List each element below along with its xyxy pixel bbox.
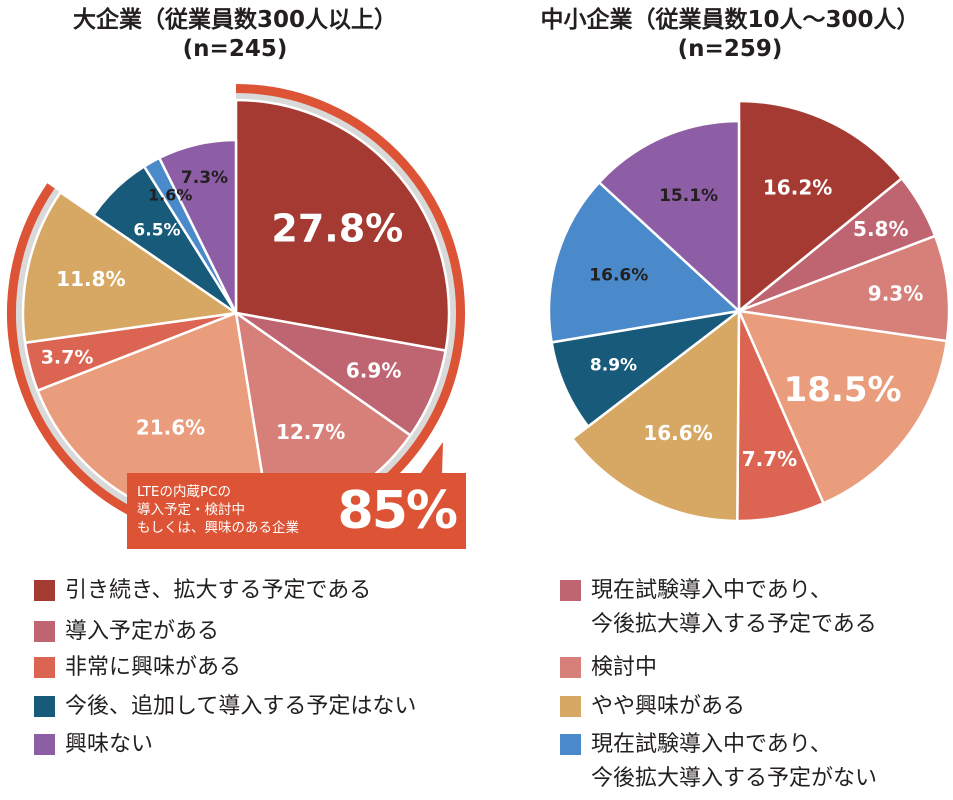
large-company-title: 大企業（従業員数300人以上） (n=245): [20, 6, 450, 64]
legend-label: 導入予定がある: [65, 619, 220, 644]
data-label: 6.5%: [133, 221, 180, 241]
data-label: 16.6%: [643, 421, 712, 445]
legend-item: 現在試験導入中であり、 今後拡大導入する予定がない: [560, 728, 877, 796]
legend-label: 現在試験導入中であり、 今後拡大導入する予定である: [591, 578, 877, 637]
sme-sample-size: (n=259): [677, 36, 783, 62]
legend-item: 導入予定がある: [34, 615, 219, 649]
callout-box: LTEの内蔵PCの 導入予定・検討中 もしくは、興味のある企業 85%: [127, 473, 466, 549]
pie-slice: [737, 234, 951, 343]
data-label: 18.5%: [784, 370, 902, 410]
legend-label: 非常に興味がある: [65, 655, 242, 680]
pie-charts: 27.8% 6.9% 12.7% 21.6% 3.7% 11.8% 6.5% 1.6%7.3%…: [7, 84, 951, 542]
pie-slice: [234, 98, 451, 352]
callout-text: LTEの内蔵PCの 導入予定・検討中 もしくは、興味のある企業: [137, 483, 357, 537]
sme-title: 中小企業（従業員数10人〜300人） (n=259): [505, 6, 953, 64]
data-label: 7.3%: [181, 168, 228, 188]
data-label: 11.8%: [56, 267, 125, 291]
legend-item: やや興味がある: [560, 690, 745, 724]
legend-swatch: [560, 657, 581, 678]
pie-slice: [737, 99, 904, 313]
legend-swatch: [34, 657, 55, 678]
data-label: 7.7%: [742, 447, 797, 471]
legend-label: やや興味がある: [591, 694, 746, 719]
data-label: 12.7%: [276, 420, 345, 444]
legend-item: 興味ない: [34, 728, 153, 762]
legend-item: 検討中: [560, 651, 657, 685]
data-label: 16.2%: [763, 176, 832, 200]
data-label: 6.9%: [346, 358, 401, 382]
legend-label: 現在試験導入中であり、 今後拡大導入する予定がない: [591, 732, 878, 791]
legend-label: 引き続き、拡大する予定である: [65, 578, 372, 603]
sme-pie: 16.2% 5.8% 9.3% 18.5% 7.7% 16.6% 8.9% 16.6% 15.1…: [547, 99, 951, 523]
large-company-title-text: 大企業（従業員数300人以上）: [72, 7, 397, 33]
large-company-sample-size: (n=245): [182, 36, 288, 62]
pie-slice: [21, 191, 238, 344]
data-label: 15.1%: [659, 186, 718, 206]
sme-title-text: 中小企業（従業員数10人〜300人）: [540, 7, 920, 33]
legend-swatch: [560, 580, 581, 601]
legend-swatch: [34, 580, 55, 601]
data-label: 16.6%: [589, 265, 648, 285]
legend-label: 興味ない: [65, 732, 154, 757]
callout-pointer: [420, 442, 443, 474]
data-label: 5.8%: [853, 217, 908, 241]
pie-slice: [550, 309, 741, 428]
legend-swatch: [560, 696, 581, 717]
legend-swatch: [34, 734, 55, 755]
legend-item: 現在試験導入中であり、 今後拡大導入する予定である: [560, 574, 877, 642]
pie-slice: [597, 119, 741, 313]
pie-slice: [737, 309, 949, 505]
large-company-pie: 27.8% 6.9% 12.7% 21.6% 3.7% 11.8% 6.5% 1.6%7.3%: [7, 84, 465, 542]
legend-label: 今後、追加して導入する予定はない: [65, 694, 417, 719]
pie-slice: [547, 181, 741, 344]
legend-label: 検討中: [591, 655, 658, 680]
legend-item: 非常に興味がある: [34, 651, 241, 685]
data-label: 1.6%: [148, 186, 192, 205]
pie-slice: [158, 138, 238, 315]
callout-line-2: 導入予定・検討中: [137, 502, 245, 518]
legend-swatch: [560, 734, 581, 755]
legend-item: 引き続き、拡大する予定である: [34, 574, 371, 608]
callout-line-3: もしくは、興味のある企業: [137, 520, 299, 536]
callout-value: 85%: [337, 481, 458, 541]
legend-swatch: [34, 621, 55, 642]
data-label: 21.6%: [136, 416, 205, 440]
legend-swatch: [34, 696, 55, 717]
callout-line-1: LTEの内蔵PCの: [137, 484, 232, 500]
legend-item: 今後、追加して導入する予定はない: [34, 690, 416, 724]
data-label: 9.3%: [868, 282, 923, 306]
data-label: 8.9%: [590, 355, 637, 375]
pie-slice: [570, 309, 741, 523]
data-label: 27.8%: [271, 206, 403, 250]
data-label: 3.7%: [41, 346, 94, 368]
